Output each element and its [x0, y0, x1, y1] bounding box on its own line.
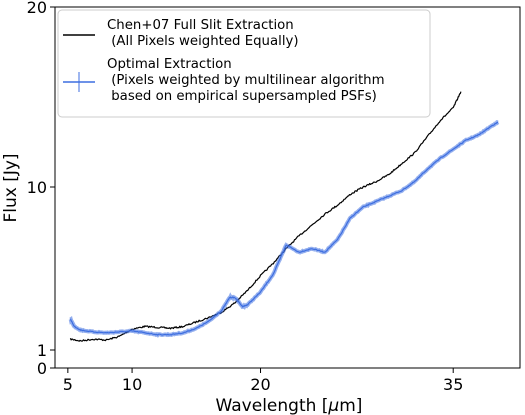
x-tick-label: 10	[122, 375, 142, 394]
x-tick-label: 5	[63, 375, 73, 394]
legend-label-chen: Chen+07 Full Slit Extraction (All Pixels…	[107, 18, 299, 49]
y-tick-label: 20	[27, 0, 47, 17]
legend: Chen+07 Full Slit Extraction (All Pixels…	[57, 9, 431, 118]
ticks-layer: 5 10 20 35 01 10 20	[27, 0, 464, 394]
x-tick-label: 35	[443, 375, 463, 394]
y-axis-label: Flux [Jy]	[1, 153, 21, 222]
series-layer	[68, 91, 500, 342]
series-line-optimal	[70, 121, 499, 336]
y-tick-label: 1	[37, 341, 47, 360]
legend-label-optimal: Optimal Extraction (Pixels weighted by m…	[107, 57, 385, 104]
legend-box	[57, 9, 431, 118]
x-axis-label: Wavelength [μm]	[216, 396, 363, 415]
y-tick-label: 10	[27, 178, 47, 197]
x-tick-label: 20	[250, 375, 270, 394]
y-tick-label: 0	[37, 359, 47, 378]
